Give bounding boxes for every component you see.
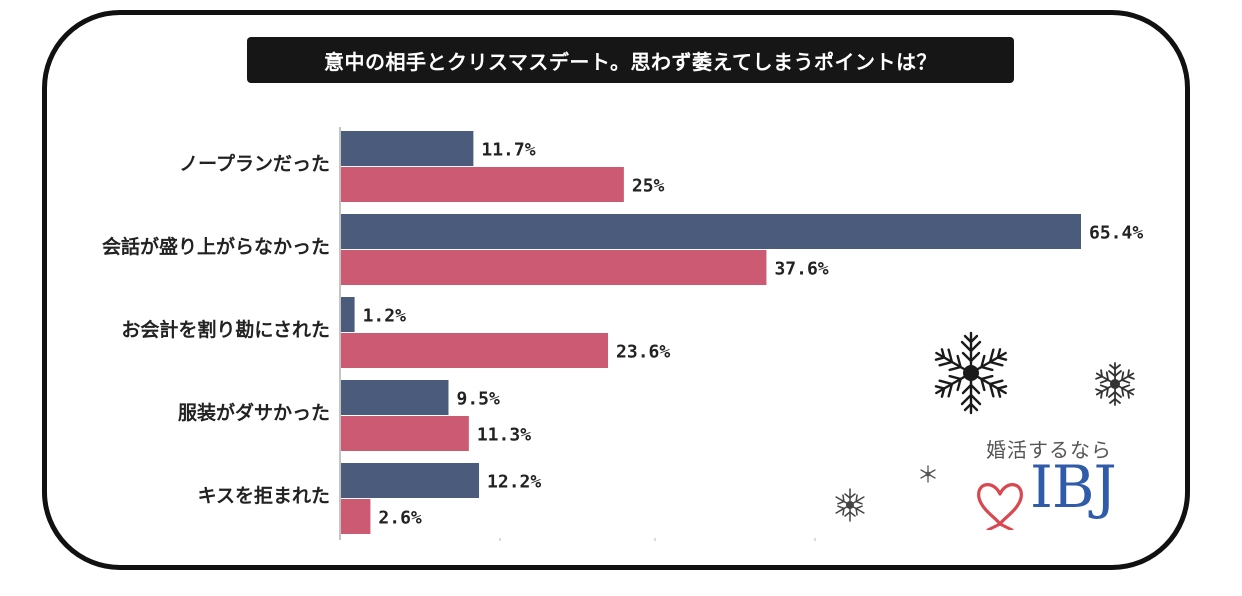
brand-logo-block: 婚活するなら IBJ xyxy=(960,428,1160,548)
data-label: 11.3% xyxy=(477,425,531,446)
data-label: 65.4% xyxy=(1089,223,1143,244)
chart-title: 意中の相手とクリスマスデート。思わず萎えてしまうポイントは？ xyxy=(324,49,937,74)
data-label: 1.2% xyxy=(363,306,407,327)
brand-tagline: 婚活するなら xyxy=(986,438,1112,462)
snowflake-icon xyxy=(930,331,1012,415)
data-label: 2.6% xyxy=(378,508,422,529)
brand-logo-text: IBJ xyxy=(1030,453,1117,521)
category-label: 服装がダサかった xyxy=(178,401,330,424)
category-label: お会計を割り勘にされた xyxy=(121,318,330,341)
snowflake-icon xyxy=(1092,362,1138,406)
bar-series-1 xyxy=(341,131,474,166)
data-label: 25% xyxy=(632,176,665,197)
category-label: 会話が盛り上がらなかった xyxy=(102,235,330,258)
bar-series-1 xyxy=(341,463,480,498)
heart-ribbon-icon xyxy=(977,483,1023,530)
snowflake-icon xyxy=(832,488,868,522)
category-label: キスを拒まれた xyxy=(198,485,330,507)
bar-series-2 xyxy=(341,499,371,534)
data-label: 11.7% xyxy=(481,140,535,161)
bar-series-2 xyxy=(341,416,469,451)
bar-series-1 xyxy=(341,297,355,332)
chart-frame xyxy=(42,10,1190,570)
data-label: 37.6% xyxy=(774,259,828,280)
bar-series-1 xyxy=(341,380,449,415)
chart-title-box: 意中の相手とクリスマスデート。思わず萎えてしまうポイントは？ xyxy=(247,37,1014,83)
bar-series-2 xyxy=(341,167,624,202)
category-label: ノープランだった xyxy=(179,152,330,175)
data-label: 12.2% xyxy=(487,472,541,493)
bar-series-1 xyxy=(341,214,1081,249)
bar-series-2 xyxy=(341,333,609,368)
data-label: 9.5% xyxy=(456,389,500,410)
snowflake-icon xyxy=(920,465,936,483)
bar-series-2 xyxy=(341,250,767,285)
data-label: 23.6% xyxy=(616,342,670,363)
